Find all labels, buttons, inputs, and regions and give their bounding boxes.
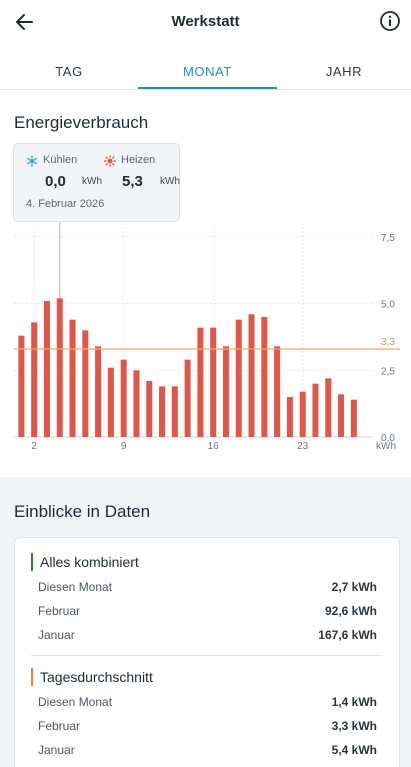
sun-icon: [104, 155, 116, 167]
average-line-label: 3,3: [381, 337, 395, 348]
row-label: Diesen Monat: [38, 580, 113, 594]
row-value: 5,4 kWh: [331, 743, 377, 757]
y-unit-label: kWh: [376, 441, 396, 452]
group-title-combined: Alles kombiniert: [31, 553, 139, 571]
chart-bar: [133, 370, 140, 437]
chart-bar: [56, 298, 63, 437]
tab-month[interactable]: MONAT: [183, 63, 232, 79]
cooling-value: 0,0: [45, 173, 66, 190]
tab-year[interactable]: JAHR: [325, 63, 363, 79]
chart-bar: [222, 346, 229, 437]
chart-bar: [69, 319, 76, 437]
chart-bar: [261, 317, 268, 437]
chart-bar: [159, 386, 166, 437]
chart-bar: [286, 397, 293, 437]
chart-bar: [171, 386, 178, 437]
row-value: 2,7 kWh: [331, 580, 377, 594]
active-tab-indicator: [138, 87, 277, 89]
row-label: Diesen Monat: [38, 695, 113, 709]
chart-bar: [325, 378, 332, 437]
heating-label: Heizen: [121, 154, 156, 166]
row-value: 167,6 kWh: [318, 628, 377, 642]
row-label: Februar: [38, 719, 81, 733]
chart-bar: [274, 346, 281, 437]
arrow-left-icon: [16, 14, 33, 30]
group-divider: [31, 655, 381, 656]
chart-bar: [82, 330, 89, 437]
cooling-unit: kWh: [82, 176, 102, 187]
chart-bar: [31, 322, 38, 437]
heating-value: 5,3: [122, 173, 143, 190]
info-button[interactable]: [379, 10, 401, 32]
chart-bar: [43, 301, 50, 437]
snowflake-icon: [26, 155, 38, 167]
chart-bar: [184, 359, 191, 437]
info-icon: [380, 11, 400, 31]
x-tick-label: 16: [208, 441, 220, 452]
y-tick-label: 7,5: [381, 233, 395, 244]
energy-bar-chart[interactable]: 7,5 5,0 2,5 0,0 2 9 16 23 kWh 3,3: [0, 140, 411, 460]
energy-chart[interactable]: 7,5 5,0 2,5 0,0 2 9 16 23 kWh 3,3: [0, 140, 411, 460]
energy-section-title: Energieverbrauch: [14, 113, 149, 132]
chart-bar: [210, 327, 217, 437]
chart-bar: [197, 327, 204, 437]
chart-tooltip: Kühlen 0,0 kWh Heizen 5,3 kWh 4. Februar…: [13, 143, 180, 222]
group-title-daily-average: Tagesdurchschnitt: [31, 668, 153, 686]
period-tabs: TAG MONAT JAHR: [0, 52, 411, 90]
row-label: Januar: [38, 628, 75, 642]
tab-day[interactable]: TAG: [55, 63, 83, 79]
row-value: 3,3 kWh: [331, 719, 377, 733]
row-label: Februar: [38, 604, 81, 618]
chart-bar: [235, 319, 242, 437]
page-title: Werkstatt: [171, 13, 240, 30]
x-tick-label: 23: [297, 441, 309, 452]
chart-bar: [338, 394, 345, 437]
x-tick-label: 2: [31, 441, 37, 452]
y-tick-label: 0,0: [381, 433, 395, 444]
row-label: Januar: [38, 743, 75, 757]
chart-bar: [107, 367, 114, 437]
y-tick-label: 5,0: [381, 300, 395, 311]
back-button[interactable]: [10, 9, 40, 35]
chart-bar: [312, 383, 319, 437]
top-app-bar: Werkstatt: [0, 0, 411, 44]
row-value: 92,6 kWh: [324, 604, 377, 618]
row-value: 1,4 kWh: [331, 695, 377, 709]
chart-bar: [299, 391, 306, 437]
chart-bar: [350, 399, 357, 437]
heating-unit: kWh: [160, 176, 180, 187]
chart-bar: [95, 346, 102, 437]
chart-bar: [120, 359, 127, 437]
tooltip-date: 4. Februar 2026: [26, 198, 105, 210]
cooling-label: Kühlen: [43, 154, 78, 166]
y-tick-label: 2,5: [381, 366, 395, 377]
chart-bar: [18, 335, 25, 437]
insights-section-title: Einblicke in Daten: [14, 502, 151, 521]
insights-card: Alles kombiniert Diesen Monat 2,7 kWh Fe…: [14, 537, 400, 767]
chart-bar: [146, 381, 153, 437]
x-tick-label: 9: [121, 441, 127, 452]
chart-bar: [248, 314, 255, 437]
